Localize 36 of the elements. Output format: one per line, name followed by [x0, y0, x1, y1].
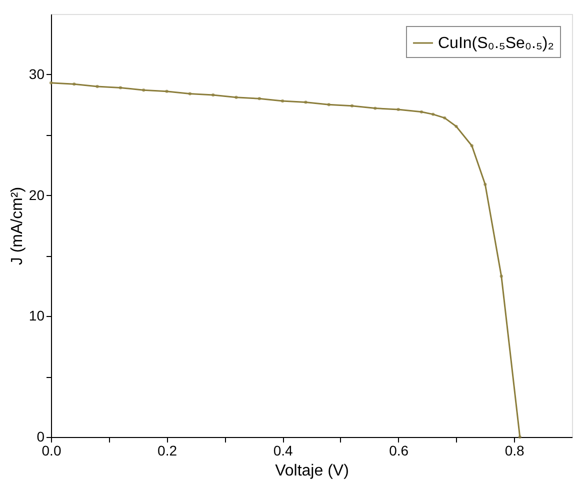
point	[304, 100, 308, 104]
x-tick-label: 0.8	[504, 442, 525, 458]
point	[454, 124, 458, 128]
point	[118, 86, 122, 90]
point	[212, 93, 215, 97]
x-tick-label: 0.4	[273, 442, 293, 458]
point	[518, 435, 522, 439]
y-tick-label: 30	[28, 66, 45, 82]
x-tick-label: 0.6	[389, 442, 409, 458]
x-axis-title: Voltaje (V)	[275, 462, 349, 480]
x-tick-label: 0.0	[42, 442, 62, 458]
point	[258, 97, 261, 100]
point	[470, 144, 474, 148]
point	[234, 96, 238, 99]
point	[484, 182, 487, 186]
point	[327, 103, 330, 106]
point	[500, 274, 503, 278]
point	[49, 81, 53, 84]
point	[72, 82, 76, 86]
point	[165, 90, 168, 93]
point	[350, 104, 354, 108]
y-tick-label: 0	[36, 428, 45, 444]
legend-label: CuIn(S₀.₅Se₀.₅)₂	[438, 35, 554, 52]
point	[142, 88, 146, 92]
point	[420, 110, 424, 114]
point	[431, 112, 435, 116]
point	[280, 99, 284, 103]
y-tick-label: 10	[28, 308, 45, 324]
point	[96, 84, 99, 88]
y-tick-label: 20	[28, 186, 45, 203]
y-axis-title: J (mA/cm²)	[8, 186, 26, 266]
point	[443, 116, 446, 120]
point	[188, 92, 192, 96]
point	[396, 108, 400, 112]
x-tick-label: 0.2	[158, 442, 178, 458]
point	[374, 106, 377, 110]
